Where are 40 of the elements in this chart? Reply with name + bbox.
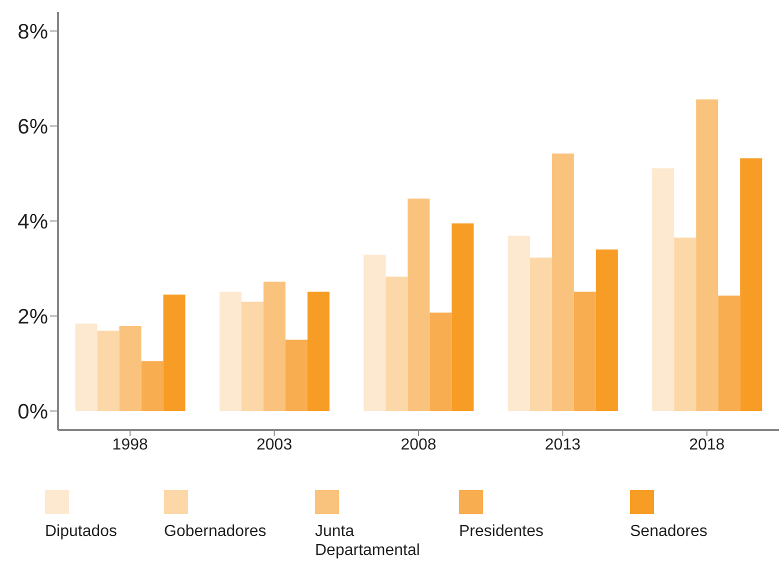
legend-label: Junta Departamental xyxy=(315,522,421,560)
bar xyxy=(508,236,530,411)
y-tick-label: 2% xyxy=(18,305,48,328)
bar xyxy=(430,312,452,411)
bar xyxy=(552,154,574,411)
bar xyxy=(740,158,762,411)
y-tick-label: 8% xyxy=(18,20,48,44)
bar xyxy=(220,292,242,411)
legend-label: Senadores xyxy=(630,522,708,541)
bar xyxy=(408,198,430,411)
bar xyxy=(718,296,740,411)
bar xyxy=(452,223,474,411)
x-tick-label: 2018 xyxy=(689,436,725,454)
y-tick-label: 0% xyxy=(18,400,48,424)
bar xyxy=(308,292,330,411)
bar xyxy=(696,99,718,411)
legend-label: Presidentes xyxy=(459,522,544,541)
x-tick-label: 2008 xyxy=(400,436,436,454)
bar xyxy=(596,250,618,411)
bar xyxy=(141,361,164,411)
bar xyxy=(242,302,264,411)
bar xyxy=(163,294,186,411)
legend-label: Diputados xyxy=(45,523,118,540)
bar xyxy=(530,258,552,411)
bar xyxy=(119,326,142,411)
bar xyxy=(364,254,386,411)
bar xyxy=(674,238,696,411)
bar xyxy=(286,340,308,411)
x-tick-label: 1998 xyxy=(112,436,148,454)
bar xyxy=(97,330,120,411)
legend-label: Gobernadores xyxy=(164,522,268,541)
bar xyxy=(75,324,98,411)
x-tick-label: 2003 xyxy=(256,436,292,454)
bar xyxy=(386,276,408,411)
bar xyxy=(652,168,674,411)
y-tick-label: 6% xyxy=(18,115,48,138)
bar xyxy=(264,282,286,411)
y-tick-label: 4% xyxy=(18,210,48,234)
x-tick-label: 2013 xyxy=(544,436,581,454)
bar xyxy=(574,292,596,411)
